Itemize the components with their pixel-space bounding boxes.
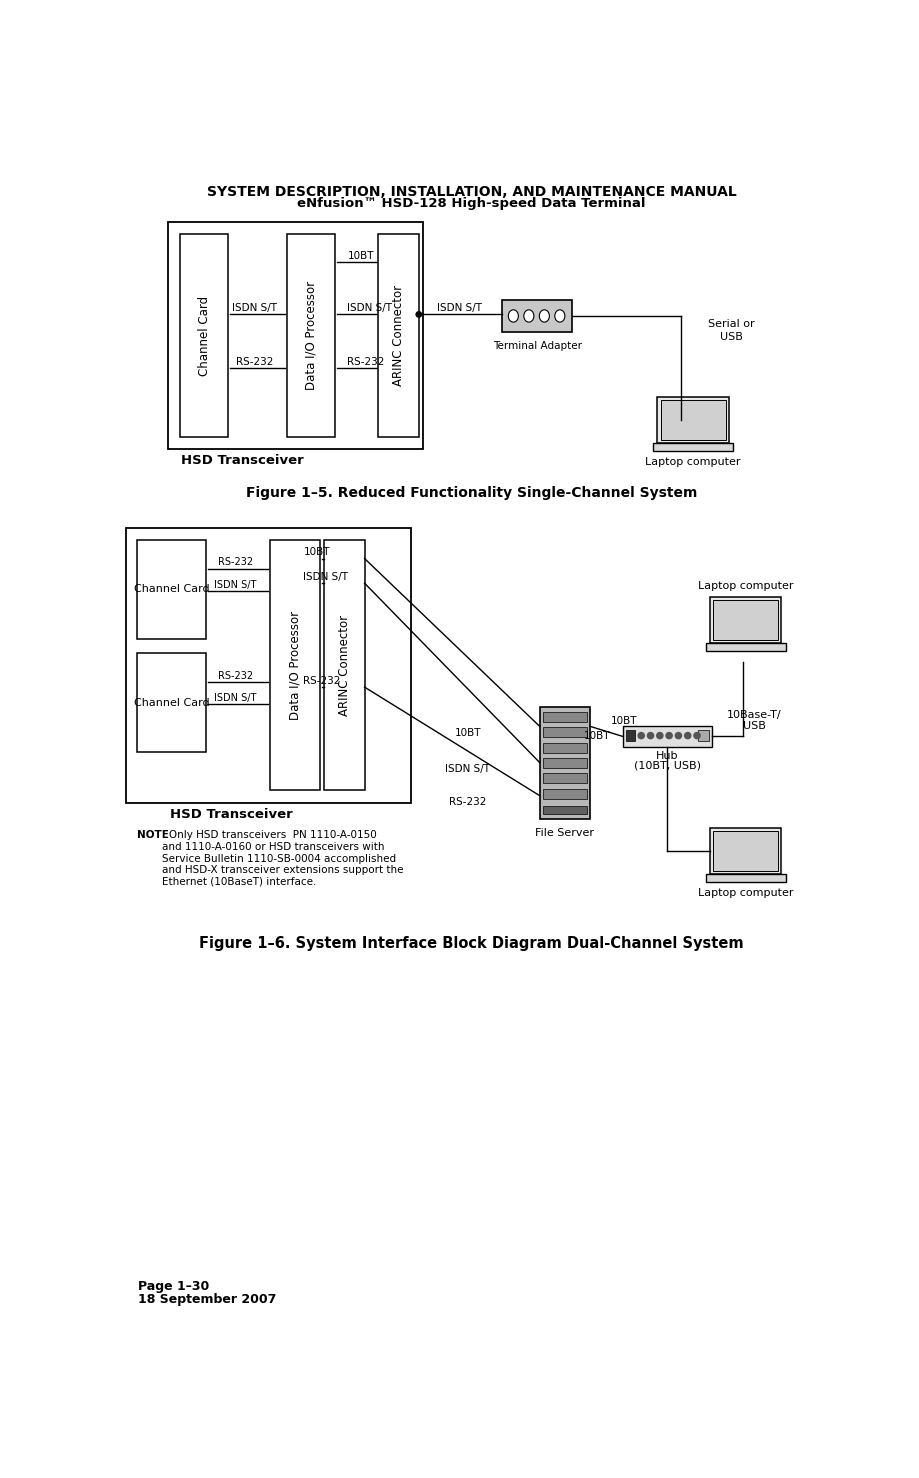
Text: RS-232: RS-232 [217, 557, 253, 568]
Text: RS-232: RS-232 [235, 358, 273, 367]
Text: ISDN S/T: ISDN S/T [214, 579, 256, 590]
Text: ISDN S/T: ISDN S/T [347, 303, 392, 313]
Circle shape [415, 312, 421, 318]
Circle shape [665, 733, 672, 739]
Text: (10BT, USB): (10BT, USB) [633, 761, 700, 770]
Text: Channel Card: Channel Card [133, 698, 210, 708]
Bar [542, 773, 586, 783]
Text: RS-232: RS-232 [448, 797, 486, 807]
Ellipse shape [539, 310, 549, 322]
Text: ISDN S/T: ISDN S/T [303, 572, 348, 582]
Bar [709, 597, 780, 643]
Text: ISDN S/T: ISDN S/T [214, 693, 256, 704]
Bar [709, 828, 780, 873]
Text: SYSTEM DESCRIPTION, INSTALLATION, AND MAINTENANCE MANUAL: SYSTEM DESCRIPTION, INSTALLATION, AND MA… [207, 185, 735, 200]
Text: 10BT: 10BT [303, 547, 330, 557]
Bar [378, 235, 418, 437]
Text: USB: USB [743, 721, 765, 730]
Bar [542, 758, 586, 769]
Bar [137, 539, 206, 638]
Text: : Only HSD transceivers  PN 1110-A-0150
and 1110-A-0160 or HSD transceivers with: : Only HSD transceivers PN 1110-A-0150 a… [162, 831, 403, 887]
Bar [657, 396, 728, 443]
Text: RS-232: RS-232 [303, 675, 340, 686]
Text: 10BT: 10BT [347, 251, 374, 262]
Bar [502, 300, 572, 333]
Text: 10BT: 10BT [610, 715, 637, 726]
Text: ISDN S/T: ISDN S/T [232, 303, 277, 313]
Text: Figure 1–5. Reduced Functionality Single-Channel System: Figure 1–5. Reduced Functionality Single… [245, 486, 697, 500]
Bar [323, 539, 364, 791]
Text: Channel Card: Channel Card [133, 584, 210, 594]
Bar [660, 401, 725, 440]
Bar [287, 235, 335, 437]
Text: Figure 1–6. System Interface Block Diagram Dual-Channel System: Figure 1–6. System Interface Block Diagr… [199, 936, 743, 950]
Bar [542, 727, 586, 738]
Text: HSD Transceiver: HSD Transceiver [170, 808, 292, 822]
Ellipse shape [508, 310, 517, 322]
Bar [625, 730, 634, 740]
Circle shape [656, 733, 663, 739]
Circle shape [638, 733, 643, 739]
Text: 10Base-T/: 10Base-T/ [726, 709, 781, 720]
Ellipse shape [554, 310, 564, 322]
Text: Channel Card: Channel Card [198, 296, 210, 375]
Bar [705, 873, 786, 882]
Bar [705, 643, 786, 650]
Bar [137, 653, 206, 752]
Text: 10BT: 10BT [584, 730, 609, 740]
Circle shape [684, 733, 690, 739]
Text: Hub: Hub [655, 751, 677, 761]
Bar [712, 831, 777, 871]
Circle shape [693, 733, 699, 739]
Bar [712, 600, 777, 640]
Bar [126, 528, 411, 804]
Text: File Server: File Server [535, 828, 594, 838]
Bar [697, 730, 708, 740]
Text: Page 1–30: Page 1–30 [138, 1280, 210, 1293]
Ellipse shape [523, 310, 533, 322]
Bar [539, 706, 589, 819]
Text: USB: USB [719, 331, 742, 341]
Text: 18 September 2007: 18 September 2007 [138, 1293, 277, 1307]
Text: Terminal Adapter: Terminal Adapter [493, 341, 581, 350]
Bar [542, 742, 586, 752]
Circle shape [675, 733, 681, 739]
Text: ARINC Connector: ARINC Connector [337, 615, 350, 715]
Bar [542, 712, 586, 721]
Text: ARINC Connector: ARINC Connector [391, 285, 404, 386]
Text: Data I/O Processor: Data I/O Processor [289, 610, 301, 720]
Text: Laptop computer: Laptop computer [698, 888, 793, 897]
Text: NOTE: NOTE [137, 831, 168, 841]
Bar [180, 235, 228, 437]
Text: ISDN S/T: ISDN S/T [445, 764, 490, 773]
Text: Serial or: Serial or [707, 319, 754, 328]
Text: eNfusion™ HSD-128 High-speed Data Terminal: eNfusion™ HSD-128 High-speed Data Termin… [297, 198, 645, 210]
Bar [652, 443, 732, 451]
Bar [542, 789, 586, 798]
Text: RS-232: RS-232 [347, 358, 384, 367]
Text: Laptop computer: Laptop computer [698, 581, 793, 591]
Bar [167, 222, 423, 449]
Text: ISDN S/T: ISDN S/T [437, 303, 482, 313]
Text: HSD Transceiver: HSD Transceiver [181, 454, 304, 467]
Text: RS-232: RS-232 [217, 671, 253, 680]
Bar [269, 539, 320, 791]
Bar [542, 807, 586, 814]
Text: 10BT: 10BT [454, 727, 481, 738]
Bar [622, 726, 711, 748]
Text: Data I/O Processor: Data I/O Processor [304, 281, 317, 390]
Circle shape [647, 733, 652, 739]
Text: Laptop computer: Laptop computer [645, 457, 740, 467]
